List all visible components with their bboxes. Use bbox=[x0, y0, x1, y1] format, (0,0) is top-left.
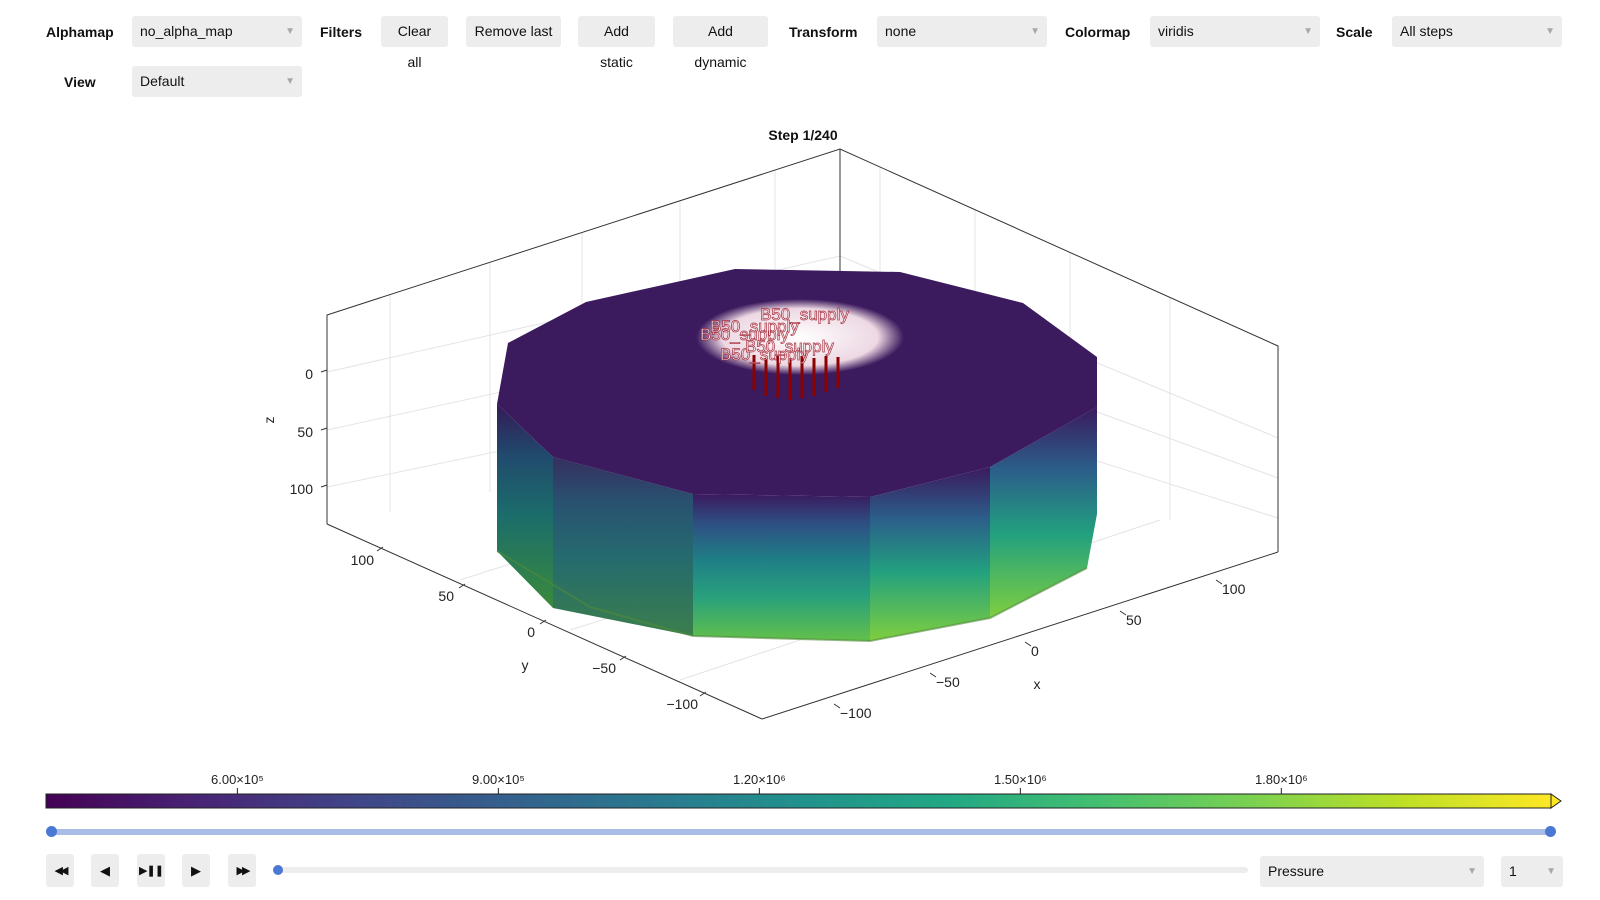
y-tick-label: −50 bbox=[592, 660, 616, 676]
well-label: B50_supply bbox=[710, 317, 799, 336]
step-back-icon: ◀ bbox=[100, 862, 110, 878]
y-tick-label: 50 bbox=[438, 588, 454, 604]
chevron-down-icon: ▼ bbox=[1546, 866, 1556, 877]
step-back-button[interactable]: ◀ bbox=[91, 854, 119, 887]
chevron-down-icon: ▼ bbox=[285, 76, 295, 87]
view-select[interactable]: Default ▼ bbox=[132, 66, 302, 97]
view-label: View bbox=[64, 74, 96, 90]
filters-label: Filters bbox=[320, 24, 363, 40]
3d-plot[interactable]: B50_supply B50_supply B50_supply B50_sup… bbox=[0, 110, 1600, 730]
y-tick-label: −100 bbox=[666, 696, 698, 712]
play-pause-icon: ▶❚❚ bbox=[139, 865, 164, 877]
range-slider-high-handle[interactable] bbox=[1545, 826, 1556, 837]
colormap-select[interactable]: viridis ▼ bbox=[1150, 16, 1320, 47]
transform-value: none bbox=[885, 23, 917, 39]
x-axis-label: x bbox=[1034, 676, 1041, 692]
variable-select[interactable]: Pressure ▼ bbox=[1260, 856, 1484, 887]
x-tick-label: −100 bbox=[840, 705, 872, 721]
colorbar-tick-label: 1.20×10⁶ bbox=[733, 772, 786, 787]
x-tick-label: −50 bbox=[936, 674, 960, 690]
z-tick-label: 100 bbox=[290, 481, 314, 497]
rewind-icon: ◀◀ bbox=[54, 865, 69, 877]
chevron-down-icon: ▼ bbox=[1467, 866, 1477, 877]
play-icon: ▶ bbox=[191, 862, 201, 878]
add-dynamic-button[interactable]: Add dynamic bbox=[673, 16, 768, 70]
colormap-label: Colormap bbox=[1065, 24, 1131, 40]
y-axis-label: y bbox=[522, 657, 529, 673]
add-static-button[interactable]: Add static bbox=[578, 16, 655, 70]
well-label: B50_supply bbox=[700, 325, 789, 344]
view-value: Default bbox=[140, 73, 185, 89]
well-marker: B50_supply B50_supply B50_supply B50_sup… bbox=[696, 299, 904, 400]
y-axis: 100 50 0 −50 −100 y bbox=[351, 546, 707, 712]
colorbar: 6.00×10⁵ 9.00×10⁵ 1.20×10⁶ 1.50×10⁶ 1.80×10⁶ bbox=[45, 772, 1562, 809]
transform-label: Transform bbox=[789, 24, 858, 40]
range-slider[interactable] bbox=[46, 825, 1556, 839]
top-face bbox=[497, 269, 1097, 497]
plot-title: Step 1/240 bbox=[768, 127, 837, 143]
alphamap-select[interactable]: no_alpha_map ▼ bbox=[132, 16, 302, 47]
colorbar-tick-label: 6.00×10⁵ bbox=[211, 772, 264, 787]
scale-value: All steps bbox=[1400, 23, 1453, 39]
z-axis: 0 50 100 z bbox=[261, 366, 328, 497]
colorbar-tick-label: 9.00×10⁵ bbox=[472, 772, 525, 787]
chevron-down-icon: ▼ bbox=[285, 26, 295, 37]
chevron-down-icon: ▼ bbox=[1030, 26, 1040, 37]
chevron-down-icon: ▼ bbox=[1303, 26, 1313, 37]
step-select[interactable]: 1 ▼ bbox=[1501, 856, 1563, 887]
step-value: 1 bbox=[1509, 863, 1517, 879]
x-axis: −100 −50 0 50 100 x bbox=[833, 579, 1246, 721]
step-slider-handle[interactable] bbox=[273, 865, 283, 875]
colorbar-extend-arrow bbox=[1550, 793, 1562, 809]
colorbar-tick-label: 1.50×10⁶ bbox=[994, 772, 1047, 787]
range-slider-low-handle[interactable] bbox=[46, 826, 57, 837]
well-label: B50_supply bbox=[760, 305, 849, 324]
alphamap-value: no_alpha_map bbox=[140, 23, 233, 39]
range-slider-track bbox=[51, 829, 1551, 835]
fast-forward-icon: ▶▶ bbox=[236, 865, 251, 877]
reservoir-mesh bbox=[496, 269, 1097, 643]
x-tick-label: 100 bbox=[1222, 581, 1246, 597]
z-axis-label: z bbox=[261, 417, 277, 424]
x-tick-label: 50 bbox=[1126, 612, 1142, 628]
z-tick-label: 0 bbox=[305, 366, 313, 382]
z-tick-label: 50 bbox=[297, 424, 313, 440]
skip-to-start-button[interactable]: ◀◀ bbox=[46, 854, 74, 887]
alphamap-label: Alphamap bbox=[46, 24, 114, 40]
variable-value: Pressure bbox=[1268, 863, 1325, 879]
well-label: B50_supply bbox=[720, 345, 809, 364]
scale-label: Scale bbox=[1336, 24, 1373, 40]
skip-to-end-button[interactable]: ▶▶ bbox=[228, 854, 256, 887]
y-tick-label: 0 bbox=[527, 624, 535, 640]
well-label: B50_supply bbox=[745, 337, 834, 356]
step-slider[interactable] bbox=[273, 864, 1248, 876]
y-tick-label: 100 bbox=[351, 552, 375, 568]
colorbar-gradient bbox=[45, 793, 1552, 809]
clear-all-button[interactable]: Clear all bbox=[381, 16, 448, 70]
scale-select[interactable]: All steps ▼ bbox=[1392, 16, 1562, 47]
remove-last-button[interactable]: Remove last bbox=[466, 16, 561, 47]
colorbar-tick-label: 1.80×10⁶ bbox=[1255, 772, 1308, 787]
step-slider-track bbox=[273, 867, 1248, 873]
step-forward-button[interactable]: ▶ bbox=[182, 854, 210, 887]
chevron-down-icon: ▼ bbox=[1545, 26, 1555, 37]
play-pause-button[interactable]: ▶❚❚ bbox=[137, 854, 165, 887]
colormap-value: viridis bbox=[1158, 23, 1194, 39]
transform-select[interactable]: none ▼ bbox=[877, 16, 1047, 47]
x-tick-label: 0 bbox=[1031, 643, 1039, 659]
